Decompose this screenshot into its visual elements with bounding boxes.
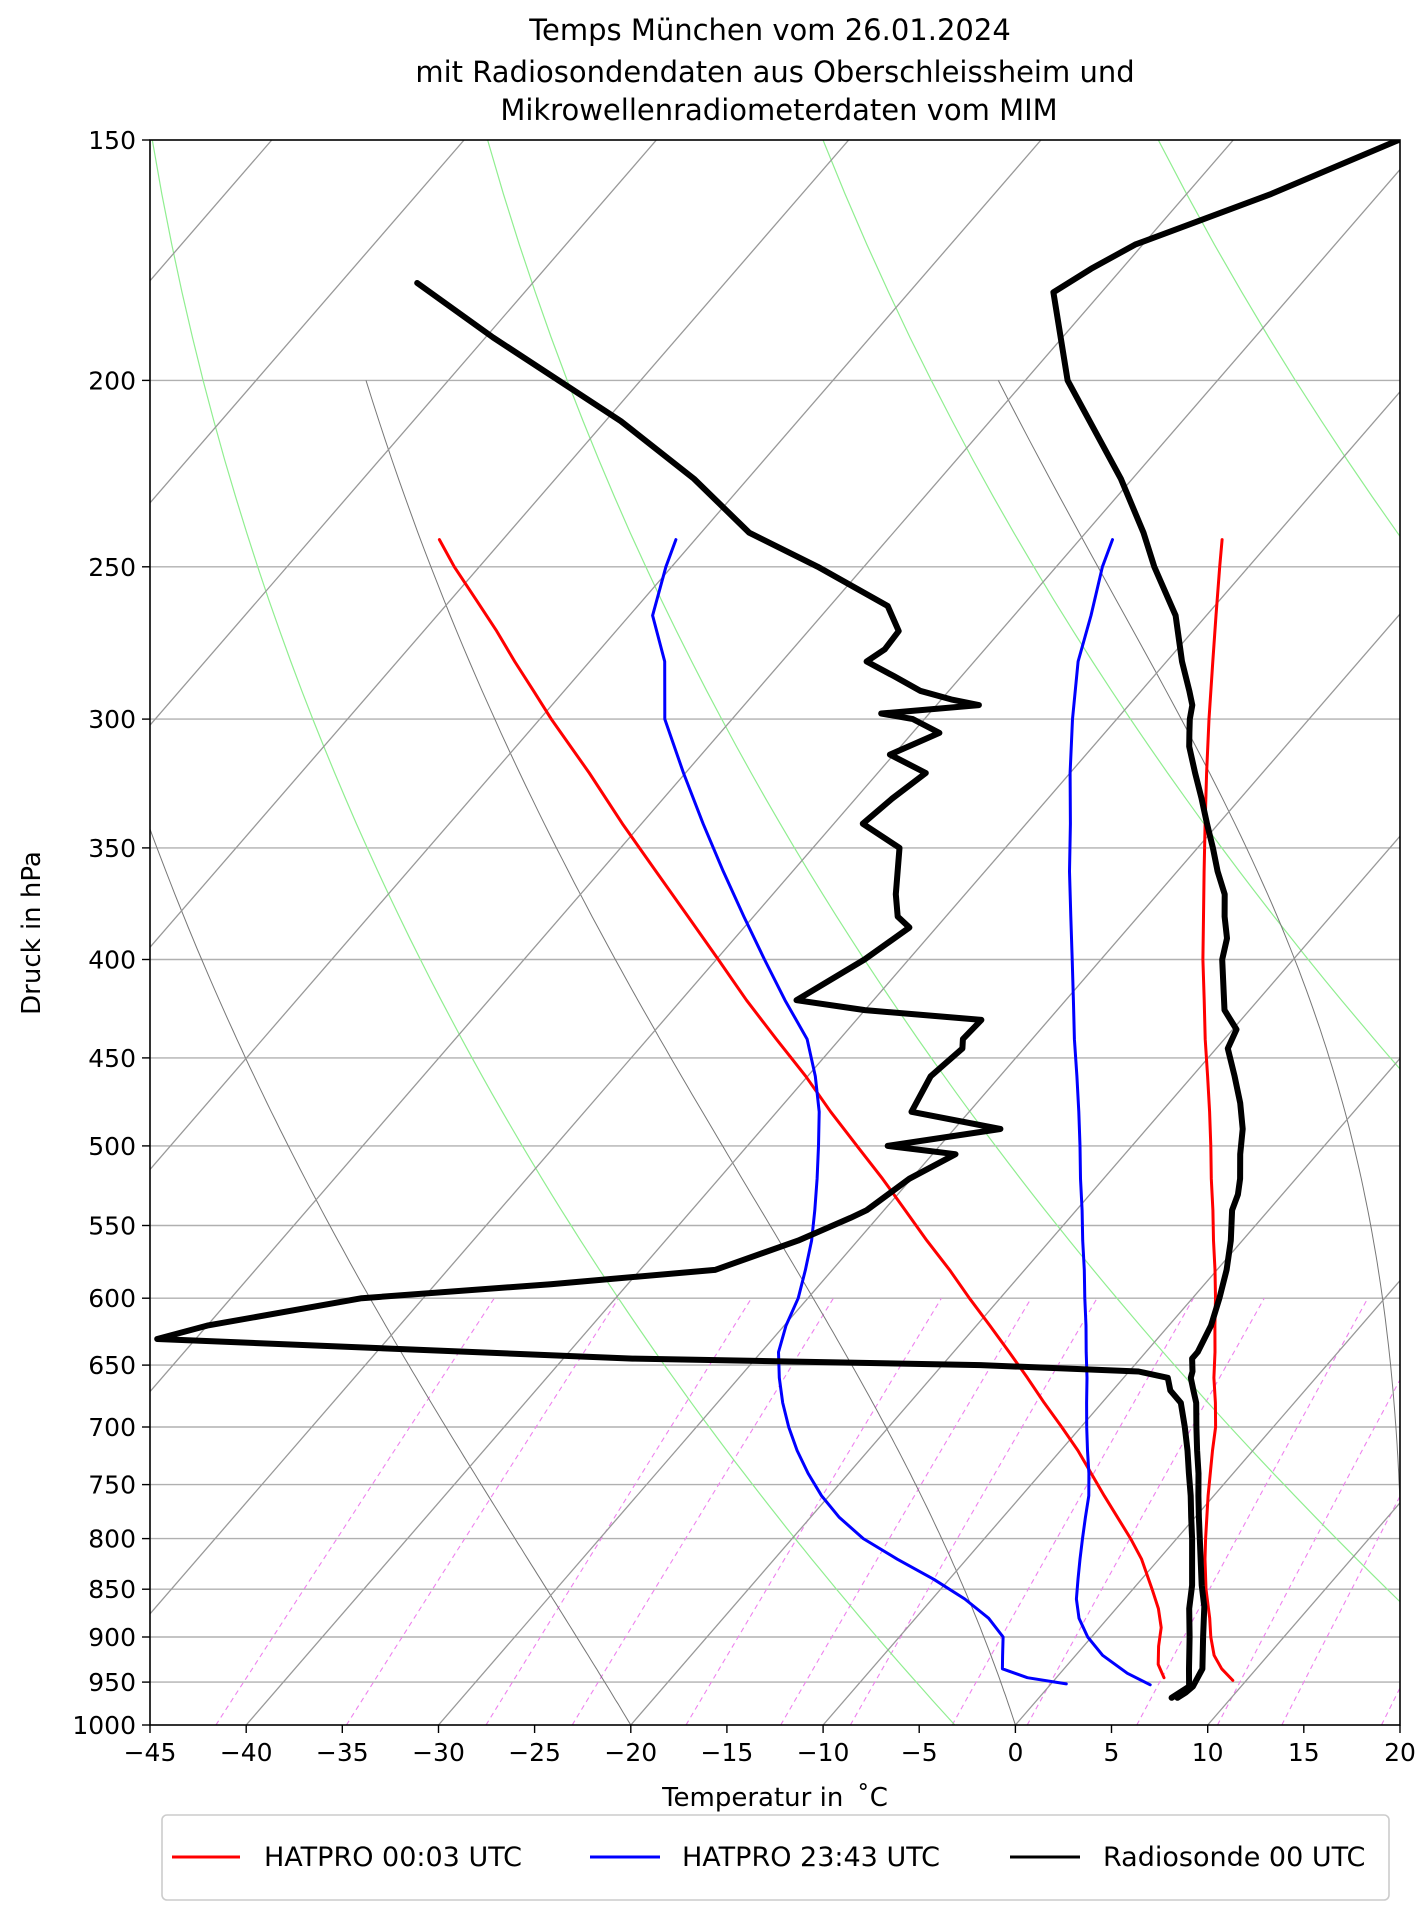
legend: HATPRO 00:03 UTC HATPRO 23:43 UTC Radios… — [161, 1814, 1390, 1901]
isotherm-line — [822, 1057, 1400, 1725]
title-line-3: Mikrowellenradiometerdaten vom MIM — [500, 93, 1057, 127]
legend-label-hatpro-2343: HATPRO 23:43 UTC — [682, 1842, 940, 1873]
y-tick-label: 1000 — [72, 1711, 136, 1740]
title-line-2: mit Radiosondendaten aus Oberschleisshei… — [415, 55, 1134, 89]
dry-adiabat-line — [151, 140, 956, 1725]
y-tick-label: 350 — [88, 834, 136, 863]
isotherm-line — [438, 612, 1400, 1725]
x-tick-label: −35 — [316, 1738, 369, 1767]
y-tick-label: 400 — [88, 946, 136, 975]
x-axis-label: Temperatur in ˚C — [661, 1783, 888, 1813]
y-axis-label: Druck in hPa — [17, 851, 47, 1015]
isotherm-line — [150, 168, 1400, 1615]
y-tick-label: 650 — [88, 1351, 136, 1380]
y-tick-label: 950 — [88, 1668, 136, 1697]
x-tick-label: −15 — [701, 1738, 754, 1767]
legend-label-hatpro-0003: HATPRO 00:03 UTC — [264, 1842, 522, 1873]
hatpro_0003-trace-1 — [437, 538, 1166, 1680]
x-tick-label: 5 — [1104, 1738, 1120, 1767]
x-tick-label: −5 — [901, 1738, 938, 1767]
x-tick-label: −20 — [604, 1738, 657, 1767]
y-tick-label: 800 — [88, 1525, 136, 1554]
mixing-ratio-line — [951, 1297, 1194, 1725]
x-tick-label: 0 — [1007, 1738, 1023, 1767]
y-tick-label: 250 — [88, 553, 136, 582]
y-tick-label: 900 — [88, 1623, 136, 1652]
dry-adiabat-line — [822, 140, 1400, 1070]
x-tick-label: 20 — [1384, 1738, 1416, 1767]
y-tick-label: 150 — [88, 126, 136, 155]
mixing-ratio-line — [1217, 1378, 1400, 1725]
isotherm-line — [150, 140, 1234, 1393]
dry-adiabats — [151, 140, 1400, 1725]
mixing-ratio-line — [685, 1297, 942, 1725]
mixing-ratio-line — [1136, 1297, 1369, 1725]
isotherm-line — [150, 140, 1042, 1171]
isotherm-line — [245, 390, 1400, 1725]
y-tick-label: 600 — [88, 1284, 136, 1313]
moist-adiabat-line — [997, 380, 1400, 1725]
x-tick-label: −45 — [124, 1738, 177, 1767]
legend-box — [161, 1814, 1390, 1901]
isotherm-line — [150, 140, 850, 949]
radiosonde-trace-0 — [1050, 140, 1400, 1701]
isotherm-line — [1014, 1279, 1400, 1725]
y-tick-label: 550 — [88, 1212, 136, 1241]
y-tick-label: 750 — [88, 1471, 136, 1500]
title-line-1: Temps München vom 26.01.2024 — [528, 13, 1011, 47]
data-series — [154, 140, 1400, 1701]
x-tick-label: 15 — [1288, 1738, 1320, 1767]
y-tick-label: 700 — [88, 1413, 136, 1442]
y-axis-ticks: 150 200 250 300 350 400 450 500 550 600 650 700 750 8… — [72, 126, 150, 1740]
mixing-ratio-line — [345, 1297, 620, 1725]
hatpro_2343-trace-1 — [651, 538, 1068, 1686]
radiosonde-trace-1 — [154, 280, 1196, 1701]
isotherms — [150, 140, 1400, 1725]
isotherm-line — [150, 140, 465, 504]
isotherm-line — [630, 835, 1400, 1725]
dry-adiabat-line — [486, 140, 1400, 1603]
hatpro_2343-trace-0 — [1068, 538, 1152, 1687]
y-tick-label: 500 — [88, 1132, 136, 1161]
mixing-ratio-line — [1281, 1495, 1400, 1725]
y-tick-label: 450 — [88, 1044, 136, 1073]
x-tick-label: −25 — [508, 1738, 561, 1767]
mixing-ratio-line — [780, 1297, 1032, 1725]
chart-title: Temps München vom 26.01.2024 mit Radioso… — [415, 13, 1134, 127]
y-tick-label: 850 — [88, 1575, 136, 1604]
x-tick-label: −30 — [412, 1738, 465, 1767]
x-tick-label: −10 — [797, 1738, 850, 1767]
x-axis-ticks: −45 −40 −35 −30 −25 −20 −15 −10 −5 0 5 10 15 20 — [124, 1725, 1416, 1767]
x-tick-label: 10 — [1192, 1738, 1224, 1767]
isotherm-line — [150, 140, 657, 727]
plot-frame — [149, 139, 1401, 1726]
y-tick-label: 200 — [88, 366, 136, 395]
y-tick-label: 300 — [88, 705, 136, 734]
x-tick-label: −40 — [220, 1738, 273, 1767]
mixing-ratio-line — [849, 1297, 1098, 1725]
legend-label-radiosonde: Radiosonde 00 UTC — [1103, 1842, 1365, 1873]
mixing-ratio-line — [485, 1297, 752, 1725]
